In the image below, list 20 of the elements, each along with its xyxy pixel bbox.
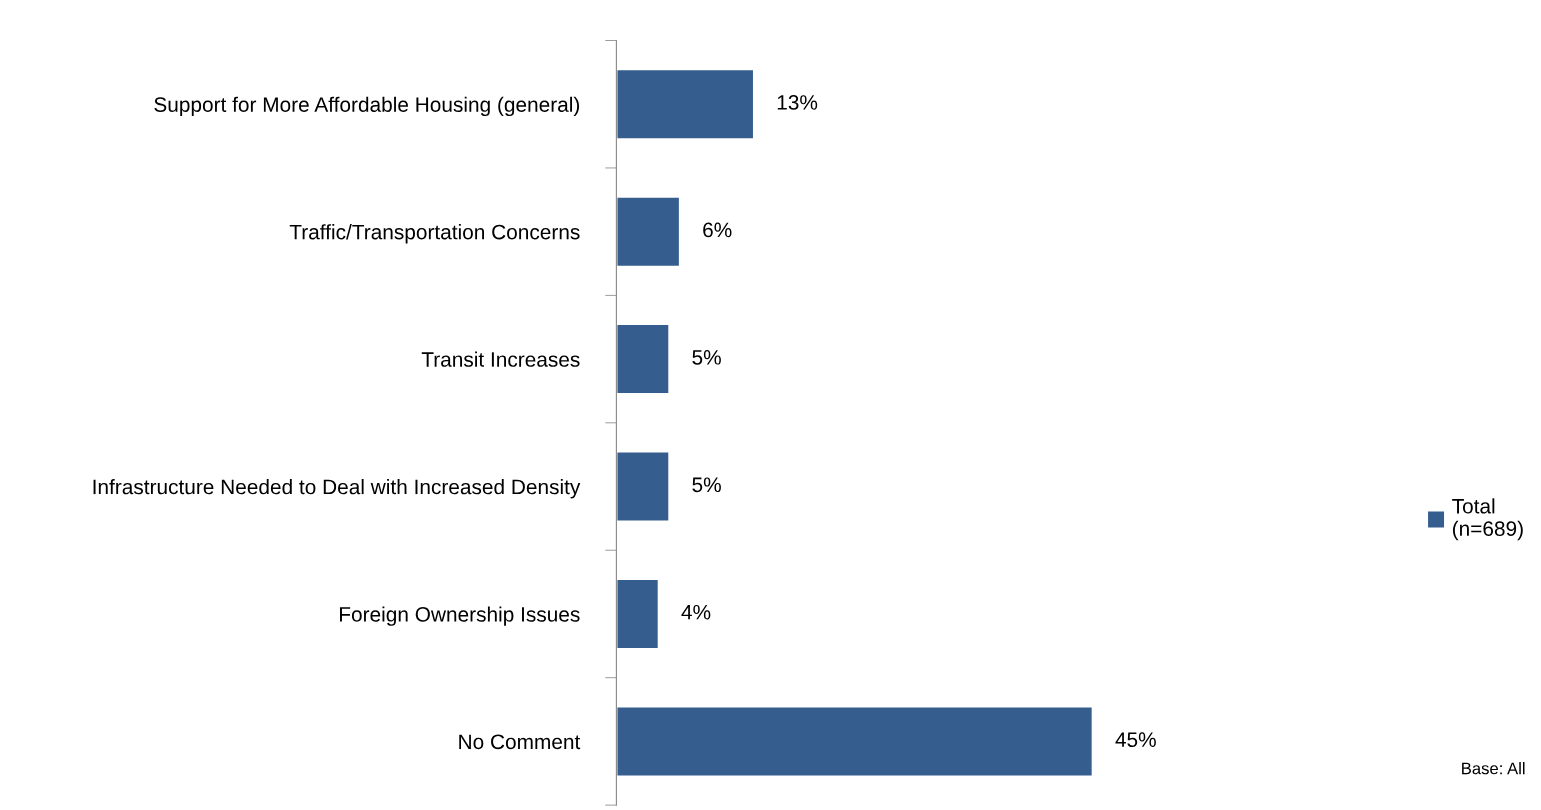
y-tick-label: Infrastructure Needed to Deal with Increased Density	[93, 478, 581, 499]
bar	[616, 195, 681, 268]
y-tick-label: Transit Increases	[421, 351, 580, 367]
bar	[616, 323, 671, 396]
y-tick-label: No Comment	[459, 734, 581, 750]
data-label: 45%	[1115, 732, 1156, 748]
legend-label: Total (n=689)	[1452, 498, 1523, 541]
bar	[616, 450, 671, 523]
data-label: 5%	[692, 477, 721, 493]
y-tick-label: Support for More Affordable Housing (general)	[154, 96, 580, 117]
bar	[616, 705, 1094, 778]
bar	[616, 577, 660, 651]
text: Base: All	[1462, 762, 1525, 775]
data-label: 4%	[681, 604, 711, 620]
y-tick-label: Foreign Ownership Issues	[340, 606, 580, 626]
y-tick-label: Traffic/Transportation Concerns	[289, 224, 580, 244]
data-label: 13%	[777, 95, 818, 110]
bar	[616, 68, 756, 141]
data-label: 6%	[703, 222, 732, 238]
data-label: 5%	[692, 350, 721, 365]
